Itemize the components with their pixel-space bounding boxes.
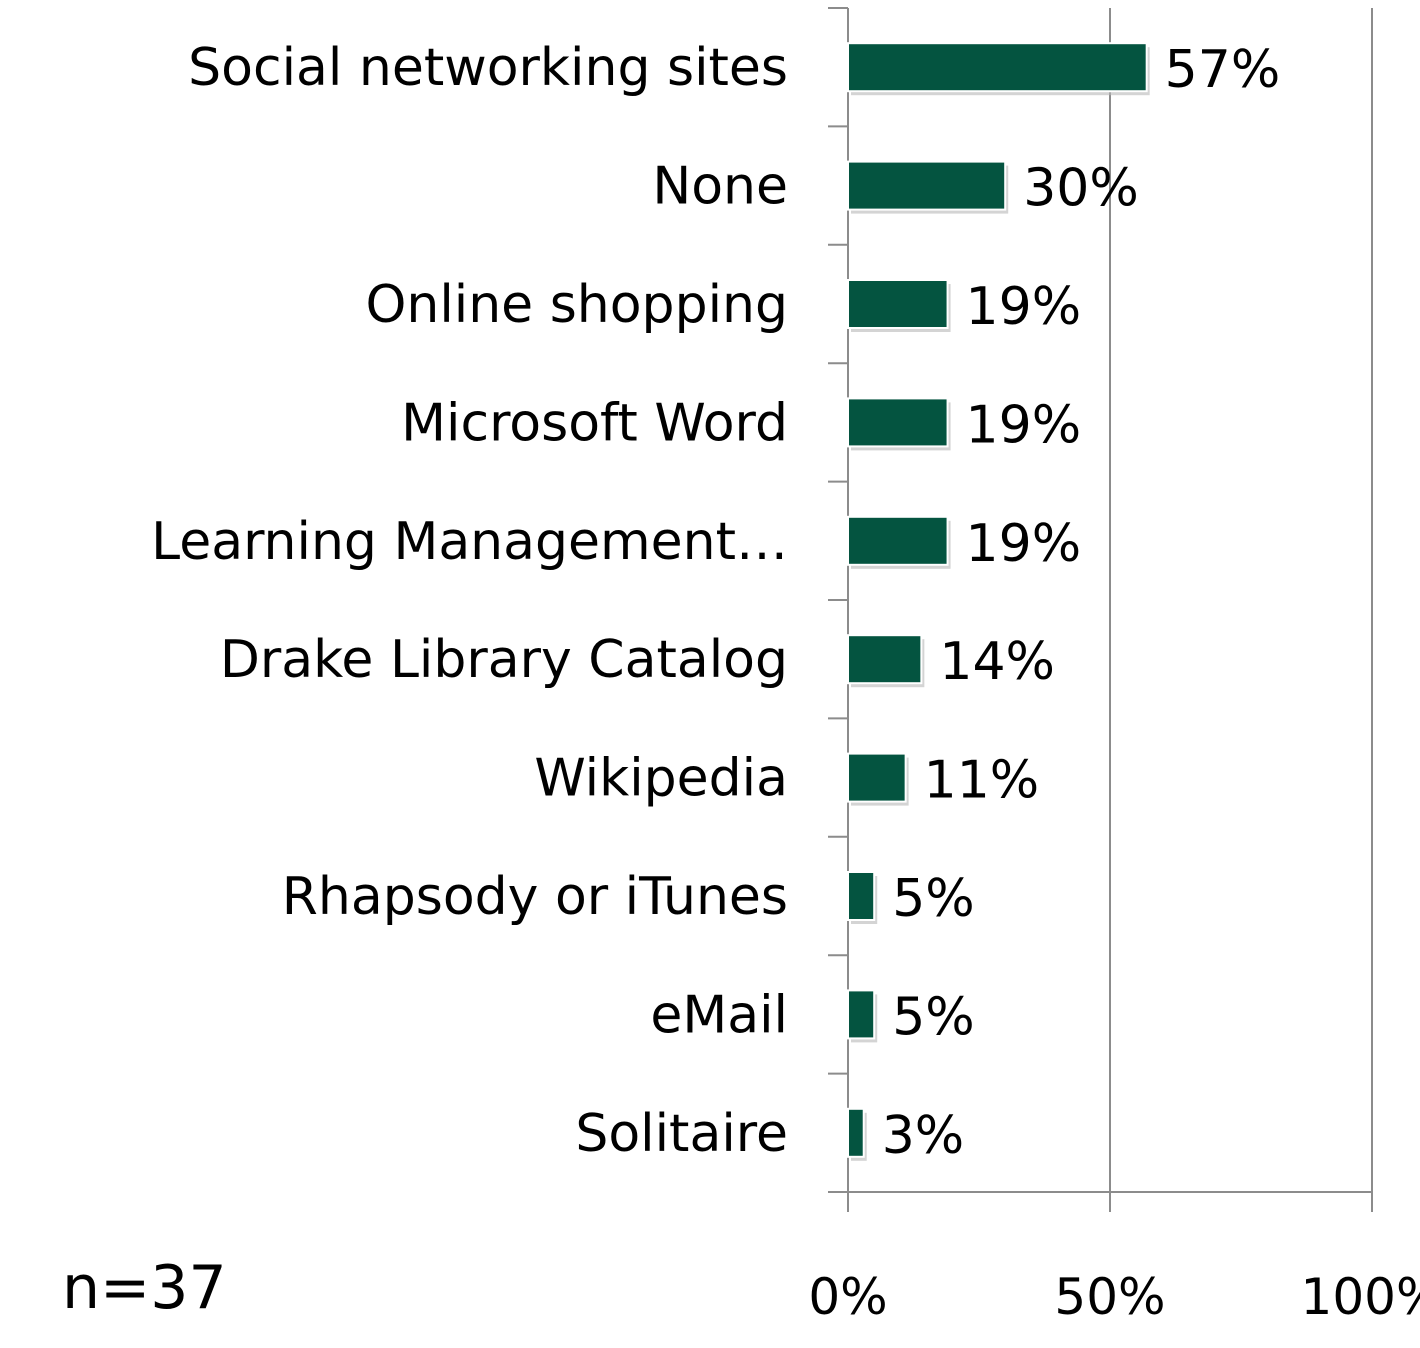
category-label: Wikipedia (534, 749, 788, 809)
bar (847, 752, 907, 803)
category-label: Learning Management… (151, 512, 788, 572)
data-label: 30% (1023, 159, 1139, 219)
data-label: 5% (892, 869, 975, 929)
bar (847, 871, 876, 921)
bar (847, 1107, 865, 1158)
data-label: 57% (1165, 40, 1281, 100)
category-label: Social networking sites (188, 38, 788, 98)
category-labels: Social networking sites None Online shoppi… (151, 38, 788, 1164)
data-label: 3% (882, 1106, 965, 1166)
x-tick-label: 100% (1301, 1268, 1420, 1326)
data-label: 19% (966, 514, 1082, 574)
data-label: 14% (939, 632, 1055, 692)
sample-size-note: n=37 (62, 1253, 227, 1323)
data-label: 5% (892, 987, 975, 1047)
bar (847, 634, 923, 685)
bars (847, 42, 1150, 1161)
bar (847, 989, 876, 1040)
category-label: Solitaire (575, 1104, 788, 1164)
gridlines (1109, 8, 1373, 1192)
x-tick-labels: 0% 50% 100% (808, 1268, 1420, 1326)
x-tick-label: 50% (1054, 1268, 1165, 1326)
bar (847, 160, 1007, 211)
bar (847, 515, 949, 566)
x-tick-label: 0% (808, 1268, 887, 1326)
data-label: 19% (966, 395, 1082, 455)
data-label: 19% (966, 277, 1082, 337)
category-label: Rhapsody or iTunes (282, 867, 788, 927)
category-label: eMail (650, 985, 788, 1045)
bar (847, 279, 949, 329)
bar (847, 397, 949, 448)
value-labels: 57% 30% 19% 19% 19% 14% 11% 5% 5% 3% (882, 40, 1281, 1166)
bar (847, 42, 1148, 93)
data-label: 11% (924, 751, 1040, 811)
category-label: None (652, 157, 788, 217)
category-label: Online shopping (365, 275, 788, 335)
category-label: Drake Library Catalog (220, 630, 788, 690)
category-label: Microsoft Word (401, 393, 788, 453)
